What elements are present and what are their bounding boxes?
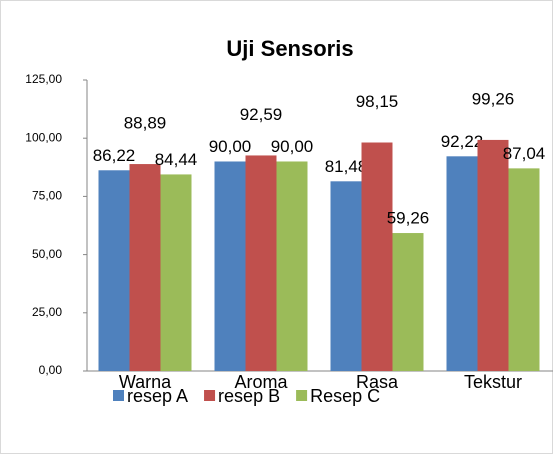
bar xyxy=(129,164,161,371)
bar xyxy=(361,142,393,371)
value-label: 92,22 xyxy=(441,132,484,151)
value-label: 90,00 xyxy=(271,137,314,156)
value-label: 84,44 xyxy=(155,150,198,169)
value-label: 81,48 xyxy=(325,157,368,176)
x-tick-label: Tekstur xyxy=(464,372,522,392)
bar xyxy=(214,161,246,371)
bar xyxy=(160,174,192,371)
value-label: 98,15 xyxy=(356,92,399,111)
bar xyxy=(276,161,308,371)
value-label: 90,00 xyxy=(209,137,252,156)
value-label: 87,04 xyxy=(503,144,546,163)
x-tick-label: Warna xyxy=(119,372,172,392)
y-tick-label: 0,00 xyxy=(39,363,63,377)
legend-swatch xyxy=(113,390,124,401)
bar xyxy=(245,155,277,371)
value-label: 86,22 xyxy=(93,146,136,165)
chart-title: Uji Sensoris xyxy=(226,36,353,61)
legend-label: Resep C xyxy=(310,386,380,406)
bar xyxy=(392,233,424,371)
x-tick-label: Rasa xyxy=(356,372,399,392)
legend-label: resep A xyxy=(127,386,188,406)
y-tick-label: 100,00 xyxy=(25,130,62,144)
bar xyxy=(330,181,362,371)
y-tick-label: 75,00 xyxy=(32,189,62,203)
bar xyxy=(508,168,540,371)
bar xyxy=(477,139,509,371)
value-label: 59,26 xyxy=(387,209,430,228)
legend-swatch xyxy=(296,390,308,401)
y-tick-label: 125,00 xyxy=(25,72,62,86)
bar xyxy=(446,156,478,371)
value-label: 99,26 xyxy=(472,89,515,108)
legend-label: resep B xyxy=(218,386,280,406)
y-tick-label: 50,00 xyxy=(32,247,62,261)
value-label: 88,89 xyxy=(124,114,167,133)
legend-swatch xyxy=(204,390,216,401)
x-tick-label: Aroma xyxy=(234,372,288,392)
y-tick-label: 25,00 xyxy=(32,305,62,319)
bar xyxy=(98,170,130,371)
value-label: 92,59 xyxy=(240,105,283,124)
